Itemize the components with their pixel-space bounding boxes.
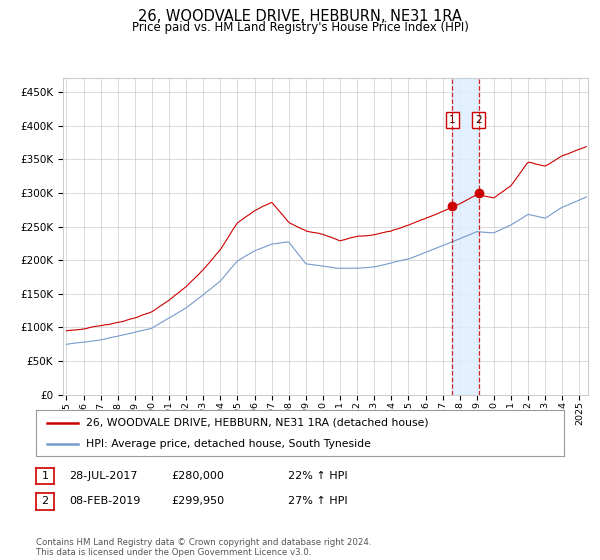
- Text: £280,000: £280,000: [171, 471, 224, 481]
- Text: 26, WOODVALE DRIVE, HEBBURN, NE31 1RA: 26, WOODVALE DRIVE, HEBBURN, NE31 1RA: [138, 9, 462, 24]
- Text: Contains HM Land Registry data © Crown copyright and database right 2024.
This d: Contains HM Land Registry data © Crown c…: [36, 538, 371, 557]
- Text: 27% ↑ HPI: 27% ↑ HPI: [288, 496, 347, 506]
- Text: £299,950: £299,950: [171, 496, 224, 506]
- Bar: [452, 78, 479, 395]
- Text: 28-JUL-2017: 28-JUL-2017: [69, 471, 137, 481]
- Text: HPI: Average price, detached house, South Tyneside: HPI: Average price, detached house, Sout…: [86, 439, 371, 449]
- Text: 1: 1: [41, 471, 49, 481]
- Text: 08-FEB-2019: 08-FEB-2019: [69, 496, 140, 506]
- Text: 26, WOODVALE DRIVE, HEBBURN, NE31 1RA (detached house): 26, WOODVALE DRIVE, HEBBURN, NE31 1RA (d…: [86, 418, 429, 428]
- Text: 22% ↑ HPI: 22% ↑ HPI: [288, 471, 347, 481]
- Text: 1: 1: [449, 115, 456, 125]
- Text: Price paid vs. HM Land Registry's House Price Index (HPI): Price paid vs. HM Land Registry's House …: [131, 21, 469, 34]
- Text: 2: 2: [475, 115, 482, 125]
- Text: 2: 2: [41, 496, 49, 506]
